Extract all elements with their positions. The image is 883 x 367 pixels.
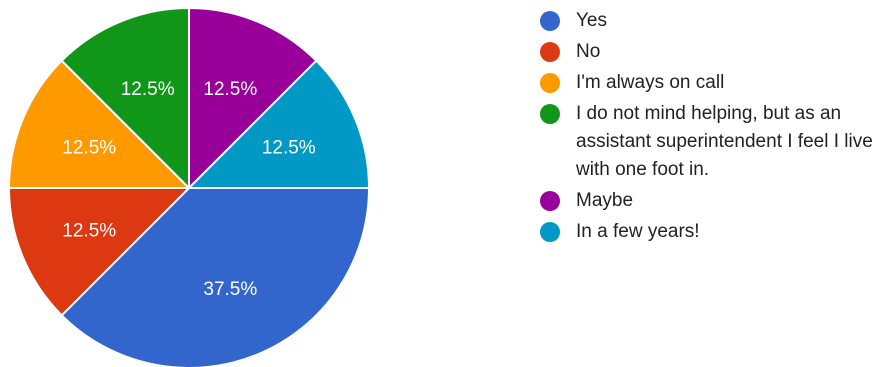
slice-percent-label: 37.5% (203, 279, 257, 300)
slice-percent-label: 12.5% (62, 138, 116, 159)
slice-percent-label: 12.5% (62, 220, 116, 241)
legend-swatch-icon (540, 11, 560, 31)
legend-label: No (576, 41, 601, 62)
pie-slice[interactable] (188, 7, 318, 189)
legend-swatch-icon (540, 222, 560, 242)
pie-slice[interactable] (8, 59, 190, 189)
legend-label: Maybe (576, 190, 634, 211)
slice-percent-label: 12.5% (262, 138, 316, 159)
legend-label: I do not mind helping, but as an assista… (576, 103, 873, 180)
legend-swatch-icon (540, 73, 560, 93)
legend-label: In a few years! (576, 221, 700, 242)
pie-chart-canvas: 12.5% 12.5% 37.5% 12.5% 12.5% 12.5% (8, 7, 370, 367)
legend-label: I'm always on call (576, 72, 725, 93)
legend-item[interactable]: I'm always on call (540, 69, 880, 97)
pie-slice[interactable] (188, 59, 370, 189)
slice-percent-label: 12.5% (121, 79, 175, 100)
slice-percent-label: 12.5% (203, 79, 257, 100)
legend-swatch-icon (540, 42, 560, 62)
legend-item[interactable]: No (540, 38, 880, 66)
pie-slice[interactable] (60, 187, 370, 367)
legend-swatch-icon (540, 191, 560, 211)
pie-slice[interactable] (8, 187, 190, 317)
legend-item[interactable]: In a few years! (540, 218, 880, 246)
legend-item[interactable]: I do not mind helping, but as an assista… (540, 100, 880, 184)
legend-swatch-icon (540, 104, 560, 124)
pie-slice[interactable] (60, 7, 190, 189)
legend-label: Yes (576, 10, 607, 31)
chart-legend: Yes No I'm always on call I do not mind hel… (540, 7, 880, 249)
legend-item[interactable]: Maybe (540, 187, 880, 215)
legend-item[interactable]: Yes (540, 7, 880, 35)
